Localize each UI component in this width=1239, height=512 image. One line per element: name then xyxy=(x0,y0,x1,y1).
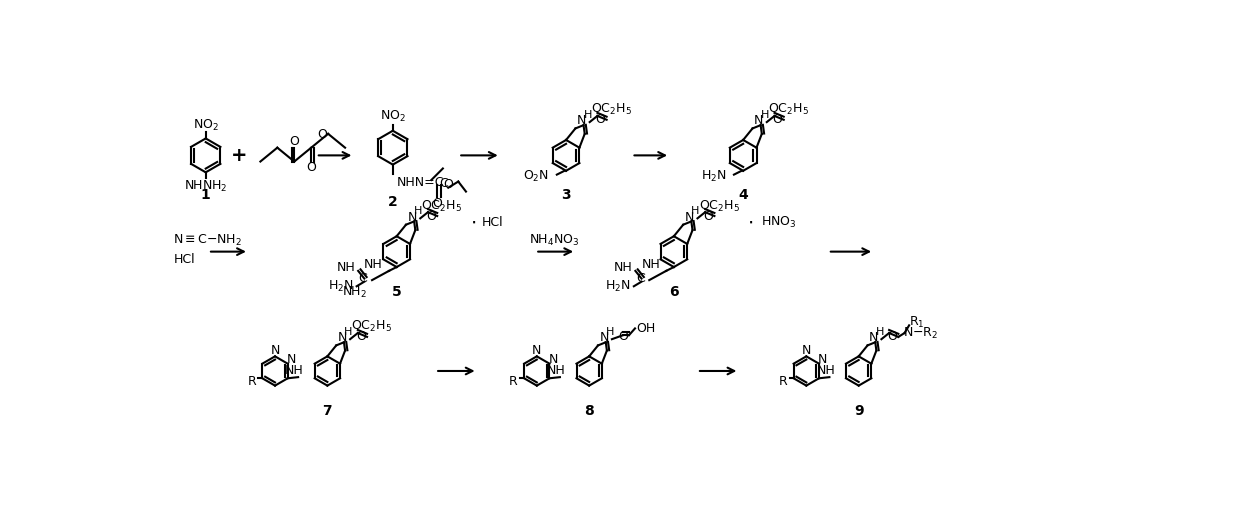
Text: HNO$_3$: HNO$_3$ xyxy=(761,215,797,230)
Text: NO$_2$: NO$_2$ xyxy=(193,118,218,133)
Text: N: N xyxy=(270,345,280,357)
Text: 6: 6 xyxy=(669,285,679,298)
Text: O: O xyxy=(773,113,783,126)
Text: $\cdot$: $\cdot$ xyxy=(470,212,476,231)
Text: O: O xyxy=(704,209,714,223)
Text: +: + xyxy=(230,146,247,165)
Text: 3: 3 xyxy=(561,188,571,202)
Text: N: N xyxy=(549,353,558,366)
Text: HCl: HCl xyxy=(482,216,503,229)
Text: R$_1$: R$_1$ xyxy=(909,315,924,330)
Text: H: H xyxy=(414,206,422,216)
Text: OH: OH xyxy=(637,322,655,335)
Text: OC$_2$H$_5$: OC$_2$H$_5$ xyxy=(591,102,632,117)
Text: NHN=C: NHN=C xyxy=(396,176,444,189)
Text: N: N xyxy=(818,353,828,366)
Text: NH: NH xyxy=(364,258,383,271)
Text: 2: 2 xyxy=(388,195,398,208)
Text: NH: NH xyxy=(285,364,304,376)
Text: R: R xyxy=(779,375,788,388)
Text: N: N xyxy=(338,331,347,344)
Text: OC$_2$H$_5$: OC$_2$H$_5$ xyxy=(768,102,809,117)
Text: O: O xyxy=(426,209,436,223)
Text: O$_2$N: O$_2$N xyxy=(523,169,549,184)
Text: O: O xyxy=(356,330,366,344)
Text: N$\equiv$C$-$NH$_2$: N$\equiv$C$-$NH$_2$ xyxy=(173,233,243,248)
Text: R: R xyxy=(509,375,518,388)
Text: N: N xyxy=(869,331,878,344)
Text: N: N xyxy=(685,210,694,224)
Text: H: H xyxy=(606,327,615,336)
Text: 5: 5 xyxy=(392,285,401,298)
Text: O: O xyxy=(596,113,606,126)
Text: NH: NH xyxy=(817,364,835,376)
Text: R: R xyxy=(248,375,256,388)
Text: H: H xyxy=(344,327,353,336)
Text: 4: 4 xyxy=(738,188,748,202)
Text: O: O xyxy=(618,330,628,344)
Text: C: C xyxy=(358,272,368,285)
Text: NH: NH xyxy=(336,261,356,274)
Text: O: O xyxy=(290,135,299,148)
Text: OC$_2$H$_5$: OC$_2$H$_5$ xyxy=(699,199,740,214)
Text: NH: NH xyxy=(613,261,632,274)
Text: N: N xyxy=(600,331,608,344)
Text: HCl: HCl xyxy=(173,253,195,266)
Text: N: N xyxy=(408,210,416,224)
Text: OC$_2$H$_5$: OC$_2$H$_5$ xyxy=(421,199,462,214)
Text: NH: NH xyxy=(546,364,566,376)
Text: N$-$R$_2$: N$-$R$_2$ xyxy=(903,326,938,340)
Text: OC$_2$H$_5$: OC$_2$H$_5$ xyxy=(351,319,393,334)
Text: N: N xyxy=(577,114,586,127)
Text: 9: 9 xyxy=(854,404,864,418)
Text: NHNH$_2$: NHNH$_2$ xyxy=(185,179,227,194)
Text: H: H xyxy=(691,206,700,216)
Text: H: H xyxy=(584,110,592,120)
Text: 7: 7 xyxy=(322,404,332,418)
Text: O: O xyxy=(444,178,453,191)
Text: N: N xyxy=(802,345,812,357)
Text: O: O xyxy=(317,128,327,141)
Text: O: O xyxy=(306,161,316,174)
Text: O: O xyxy=(887,330,897,344)
Text: H: H xyxy=(761,110,769,120)
Text: 8: 8 xyxy=(585,404,593,418)
Text: 1: 1 xyxy=(201,188,211,202)
Text: N: N xyxy=(755,114,763,127)
Text: N: N xyxy=(287,353,296,366)
Text: $\cdot$: $\cdot$ xyxy=(747,212,753,231)
Text: H$_2$N: H$_2$N xyxy=(701,169,726,184)
Text: O: O xyxy=(432,197,442,209)
Text: H$_2$N: H$_2$N xyxy=(328,279,353,294)
Text: NH: NH xyxy=(642,258,660,271)
Text: H: H xyxy=(876,327,885,336)
Text: N: N xyxy=(532,345,541,357)
Text: H$_2$N: H$_2$N xyxy=(605,279,631,294)
Text: NO$_2$: NO$_2$ xyxy=(380,110,406,124)
Text: C: C xyxy=(439,177,447,189)
Text: NH$_4$NO$_3$: NH$_4$NO$_3$ xyxy=(529,233,580,248)
Text: NH$_2$: NH$_2$ xyxy=(342,285,368,300)
Text: C: C xyxy=(636,272,644,285)
